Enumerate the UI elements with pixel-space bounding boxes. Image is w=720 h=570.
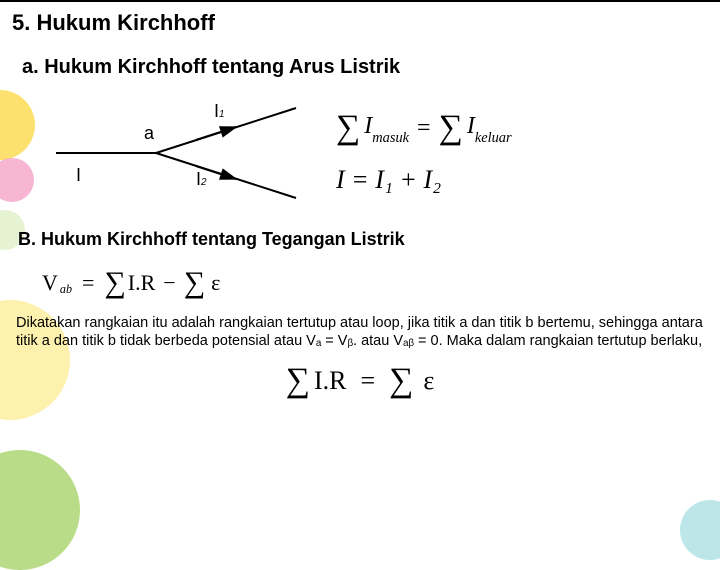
main-title: 5. Hukum Kirchhoff	[12, 10, 708, 36]
branch-svg	[36, 93, 306, 213]
sigma-icon: ∑	[286, 364, 310, 398]
final-lhs: I.R	[314, 366, 347, 396]
current-label-I: I	[76, 165, 81, 186]
section-b-heading: B. Hukum Kirchhoff tentang Tegangan List…	[18, 229, 708, 250]
eq-var-rhs: I	[467, 113, 475, 139]
vab-v: V	[42, 270, 58, 296]
sigma-icon: ∑	[439, 111, 463, 145]
node-label-a: a	[144, 123, 154, 144]
decor-blob	[680, 500, 720, 560]
sigma-icon: ∑	[104, 268, 125, 298]
final-rhs: ε	[423, 366, 434, 396]
eq-sub-keluar: keluar	[475, 130, 512, 146]
slide-content: 5. Hukum Kirchhoff a. Hukum Kirchhoff te…	[0, 0, 720, 406]
sigma-icon: ∑	[389, 364, 413, 398]
vab-rhs2: ε	[211, 270, 220, 296]
current-label-I1: I1	[214, 101, 225, 122]
section-a-heading: a. Hukum Kirchhoff tentang Arus Listrik	[22, 56, 708, 79]
kcl-sum-equation: ∑ Imasuk = ∑ Ikeluar	[336, 111, 512, 145]
current-label-I2: I2	[196, 169, 207, 190]
sigma-icon: ∑	[336, 111, 360, 145]
section-b-paragraph: Dikatakan rangkaian itu adalah rangkaian…	[16, 314, 704, 350]
decor-blob	[0, 450, 80, 570]
i2-sub: 2	[201, 177, 207, 188]
kvl-vab-equation: Vab = ∑ I.R − ∑ ε	[42, 268, 708, 298]
current-diagram: a I I1 I2	[36, 93, 306, 213]
vab-rhs1: I.R	[128, 270, 156, 296]
vab-sub: ab	[60, 282, 72, 297]
section-a-formulas: ∑ Imasuk = ∑ Ikeluar I = I₁ + I₂	[336, 111, 512, 195]
sigma-icon: ∑	[184, 268, 205, 298]
diagram-and-formulas: a I I1 I2 ∑ Imasuk = ∑ Ikeluar I = I₁ + …	[36, 93, 708, 213]
kvl-final-equation: ∑ I.R = ∑ ε	[12, 364, 708, 398]
i1-sub: 1	[219, 109, 225, 120]
eq-sub-masuk: masuk	[372, 130, 409, 146]
kcl-split-equation: I = I₁ + I₂	[336, 165, 512, 195]
